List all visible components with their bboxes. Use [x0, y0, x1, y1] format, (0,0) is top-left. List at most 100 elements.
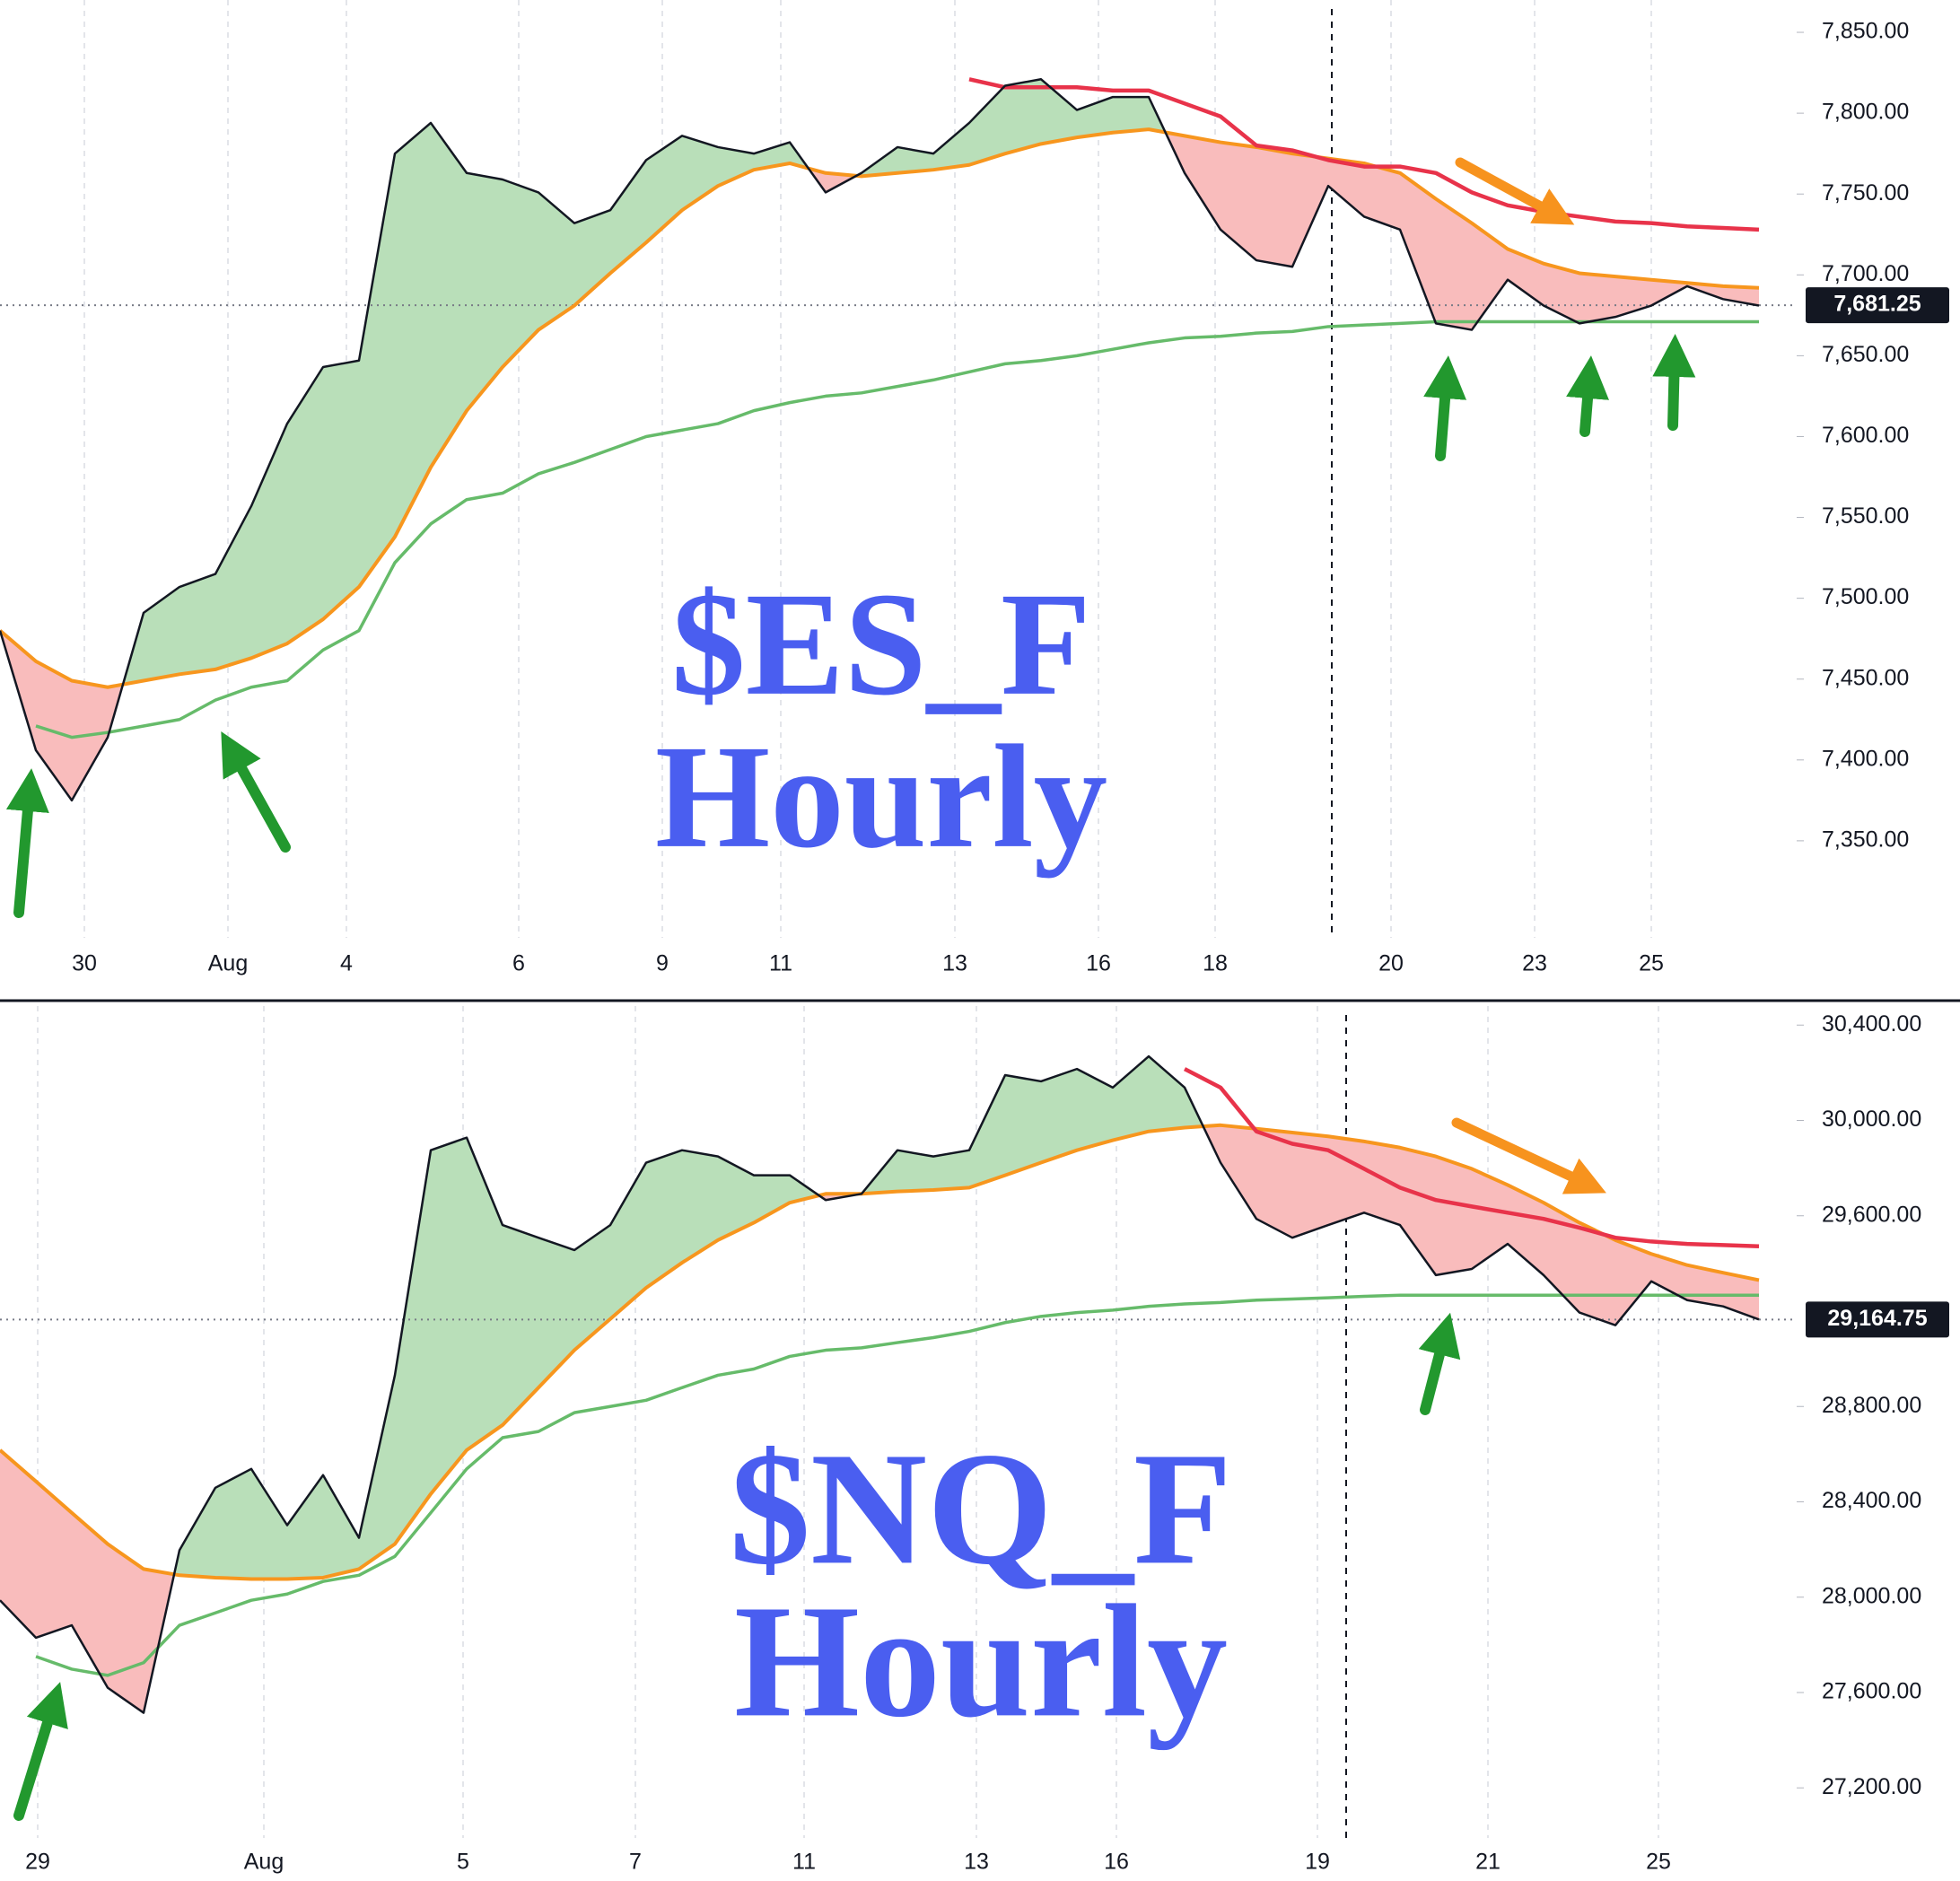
fill-area [646, 136, 682, 243]
fill-area [395, 122, 431, 538]
x-tick-label: 7 [629, 1850, 642, 1875]
fill-area [108, 1544, 144, 1713]
y-tick-label: 7,400.00 [1822, 746, 1909, 771]
price-tag-label: 7,681.25 [1833, 292, 1921, 317]
arrow [1418, 1312, 1461, 1415]
y-tick-label: 7,450.00 [1822, 665, 1909, 690]
x-tick-label: 19 [1305, 1850, 1330, 1875]
fill-area [1436, 198, 1472, 330]
fill-area [215, 1468, 251, 1579]
price-tag [1806, 1301, 1949, 1338]
x-tick-label: 5 [457, 1850, 469, 1875]
fill-area [251, 1468, 287, 1579]
fill-area [36, 1481, 72, 1638]
fill-area [1113, 97, 1149, 133]
fill-area [754, 142, 790, 171]
fill-area [1579, 1222, 1615, 1325]
annotation: Hourly [734, 1571, 1228, 1750]
fill-area [897, 146, 933, 173]
fill-area [1005, 79, 1041, 154]
x-tick-label: 18 [1203, 951, 1228, 976]
fill-area [1328, 158, 1364, 217]
y-tick-label: 30,000.00 [1822, 1107, 1921, 1132]
fill-area [1400, 1147, 1436, 1275]
annotation: $ES_F [671, 562, 1091, 726]
arrow [221, 731, 291, 853]
fill-area [969, 1075, 1005, 1188]
y-tick-label: 30,400.00 [1822, 1011, 1921, 1037]
fill-area [1400, 172, 1436, 324]
price-tag-label: 29,164.75 [1827, 1306, 1927, 1331]
fill-area [1544, 1203, 1579, 1313]
x-tick-label: 25 [1639, 951, 1664, 976]
fill-area [1472, 223, 1508, 330]
x-tick-label: 23 [1522, 951, 1547, 976]
fill-area [1328, 1136, 1364, 1226]
fill-area [1292, 153, 1328, 267]
series-line [0, 1054, 1760, 1714]
fill-area [215, 505, 251, 669]
fill-area [754, 1175, 790, 1223]
fill-area [1256, 1128, 1292, 1238]
fill-area [682, 1150, 718, 1264]
x-tick-label: 16 [1086, 951, 1111, 976]
y-tick-label: 7,350.00 [1822, 827, 1909, 853]
fill-area [179, 573, 215, 675]
fill-area [431, 1137, 467, 1494]
fill-area [610, 1162, 646, 1319]
fill-area [323, 360, 359, 620]
fill-area [1364, 1141, 1400, 1226]
y-tick-label: 7,750.00 [1822, 180, 1909, 206]
y-tick-label: 7,850.00 [1822, 19, 1909, 44]
y-tick-label: 28,400.00 [1822, 1488, 1921, 1513]
y-tick-label: 7,500.00 [1822, 584, 1909, 609]
fill-area [646, 1150, 682, 1288]
x-tick-label: 16 [1104, 1850, 1129, 1875]
x-tick-label: 11 [769, 951, 792, 976]
x-tick-label: 13 [964, 1850, 989, 1875]
fill-area [933, 122, 969, 171]
fill-area [1041, 79, 1077, 144]
arrow [1455, 157, 1575, 225]
fill-area [718, 146, 754, 187]
fill-area [1651, 279, 1687, 306]
series-line [1183, 1067, 1760, 1248]
fill-area [933, 1150, 969, 1191]
fill-area [897, 1150, 933, 1192]
annotation: $NQ_F [730, 1419, 1232, 1597]
fill-area [538, 1238, 574, 1388]
x-tick-label: 30 [72, 951, 97, 976]
y-tick-label: 7,800.00 [1822, 100, 1909, 125]
price-tag [1806, 287, 1949, 324]
arrows [5, 157, 1696, 1821]
fill-area [1256, 146, 1292, 267]
y-tick-label: 7,550.00 [1822, 503, 1909, 529]
fill-area [503, 179, 538, 367]
arrow [1566, 355, 1609, 437]
x-tick-label: 29 [25, 1850, 50, 1875]
arrow [1652, 334, 1696, 431]
fill-area [467, 1137, 503, 1450]
fill-area [1041, 1069, 1077, 1163]
fill-area [467, 172, 503, 411]
fill-area [1005, 1075, 1041, 1176]
fill-area [1544, 263, 1579, 324]
fill-area [395, 1150, 431, 1544]
fill-area [72, 1512, 108, 1688]
y-tick-label: 29,600.00 [1822, 1202, 1921, 1227]
fill-area [1113, 1056, 1149, 1141]
fill-area [1651, 1254, 1687, 1300]
x-tick-label: Aug [244, 1850, 284, 1875]
fill-area [1615, 1239, 1651, 1325]
fill-area [1579, 273, 1615, 324]
y-tick-label: 28,800.00 [1822, 1393, 1921, 1418]
fill-area [1436, 1156, 1472, 1275]
fill-area [287, 366, 323, 644]
fill-area [610, 160, 646, 274]
fill-area [359, 1375, 395, 1570]
x-tick-label: Aug [208, 951, 248, 976]
y-tick-label: 27,600.00 [1822, 1679, 1921, 1704]
fill-area [574, 1225, 610, 1351]
